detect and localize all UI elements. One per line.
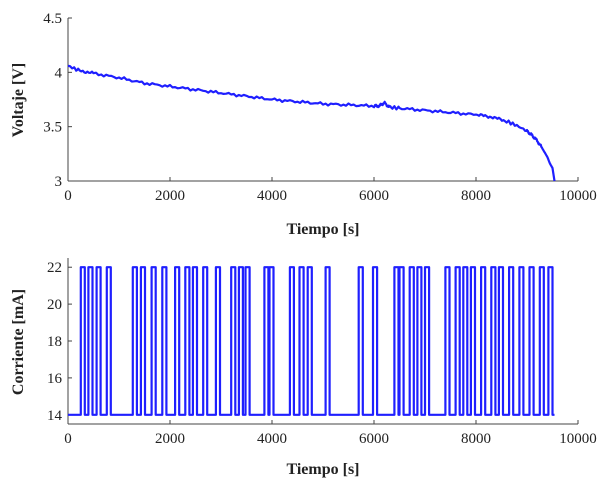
y-tick-label: 14: [47, 408, 63, 424]
voltage-chart: 0 2000 4000 6000 8000 10000 3 3.5 4 4.5 Tiempo […: [10, 11, 597, 238]
x-tick-label: 4000: [257, 188, 287, 204]
y-tick-label: 3: [55, 174, 63, 190]
x-tick-label: 10000: [559, 188, 597, 204]
voltage-x-axis-label: Tiempo [s]: [286, 221, 359, 238]
x-tick-label: 6000: [359, 188, 389, 204]
x-tick-label: 2000: [155, 431, 185, 447]
current-chart: 0 2000 4000 6000 8000 10000 14 16 18 20 22 Tiempo…: [10, 258, 597, 478]
voltage-series-line: [67, 64, 556, 182]
voltage-y-axis-label: Voltaje [V]: [10, 63, 27, 138]
y-tick-label: 3.5: [43, 120, 62, 136]
y-tick-label: 16: [47, 371, 63, 387]
current-series-line: [68, 266, 555, 416]
x-tick-label: 0: [64, 431, 72, 447]
x-tick-label: 2000: [155, 188, 185, 204]
y-tick-label: 20: [47, 297, 62, 313]
y-tick-label: 4.5: [43, 11, 62, 27]
x-tick-label: 4000: [257, 431, 287, 447]
y-tick-label: 22: [47, 260, 62, 276]
current-x-axis-label: Tiempo [s]: [286, 461, 359, 478]
y-tick-label: 4: [55, 65, 63, 81]
x-tick-label: 6000: [359, 431, 389, 447]
x-tick-label: 8000: [461, 188, 491, 204]
y-tick-label: 18: [47, 334, 62, 350]
x-tick-label: 0: [64, 188, 72, 204]
x-tick-label: 10000: [559, 431, 597, 447]
x-tick-label: 8000: [461, 431, 491, 447]
current-y-axis-label: Corriente [mA]: [10, 289, 27, 395]
